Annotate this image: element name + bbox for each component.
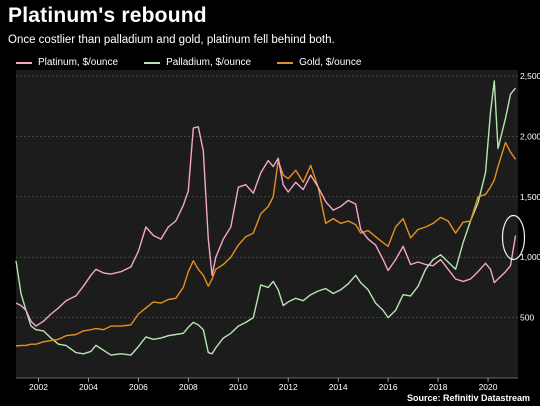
y-tick-label: 2,500 [520,71,540,81]
legend-swatch-gold [277,61,294,64]
series-line-palladium [15,80,517,356]
chart-subtitle: Once costlier than palladium and gold, p… [8,34,335,46]
series-line-platinum [15,126,517,327]
legend-swatch-platinum [16,61,32,64]
legend-swatch-palladium [144,61,161,64]
series-line-gold [15,141,517,347]
legend-item-palladium: Palladium, $/ounce [144,57,251,68]
x-tick-label: 2006 [129,382,148,392]
chart-title: Platinum's rebound [8,4,207,27]
x-tick-label: 2010 [229,382,248,392]
legend: Platinum, $/ounce Palladium, $/ounce Gol… [16,57,361,68]
x-tick-label: 2020 [479,382,498,392]
x-tick-label: 2012 [279,382,298,392]
x-tick-label: 2016 [379,382,398,392]
plot-area [16,70,518,378]
x-tick-label: 2018 [429,382,448,392]
legend-item-gold: Gold, $/ounce [277,57,361,68]
x-tick-label: 2002 [29,382,48,392]
annotation-circle [501,214,526,261]
x-tick-label: 2004 [79,382,98,392]
legend-item-platinum: Platinum, $/ounce [16,57,118,68]
source-note: Source: Refinitiv Datastream [406,393,530,403]
x-tick-label: 2008 [179,382,198,392]
legend-label-platinum: Platinum, $/ounce [38,57,119,68]
y-tick-label: 500 [520,313,534,323]
legend-label-palladium: Palladium, $/ounce [166,57,252,68]
y-tick-label: 1,500 [520,192,540,202]
y-tick-label: 1,000 [520,252,540,262]
x-tick-label: 2014 [329,382,348,392]
legend-label-gold: Gold, $/ounce [299,57,362,68]
y-tick-label: 2,000 [520,131,540,141]
